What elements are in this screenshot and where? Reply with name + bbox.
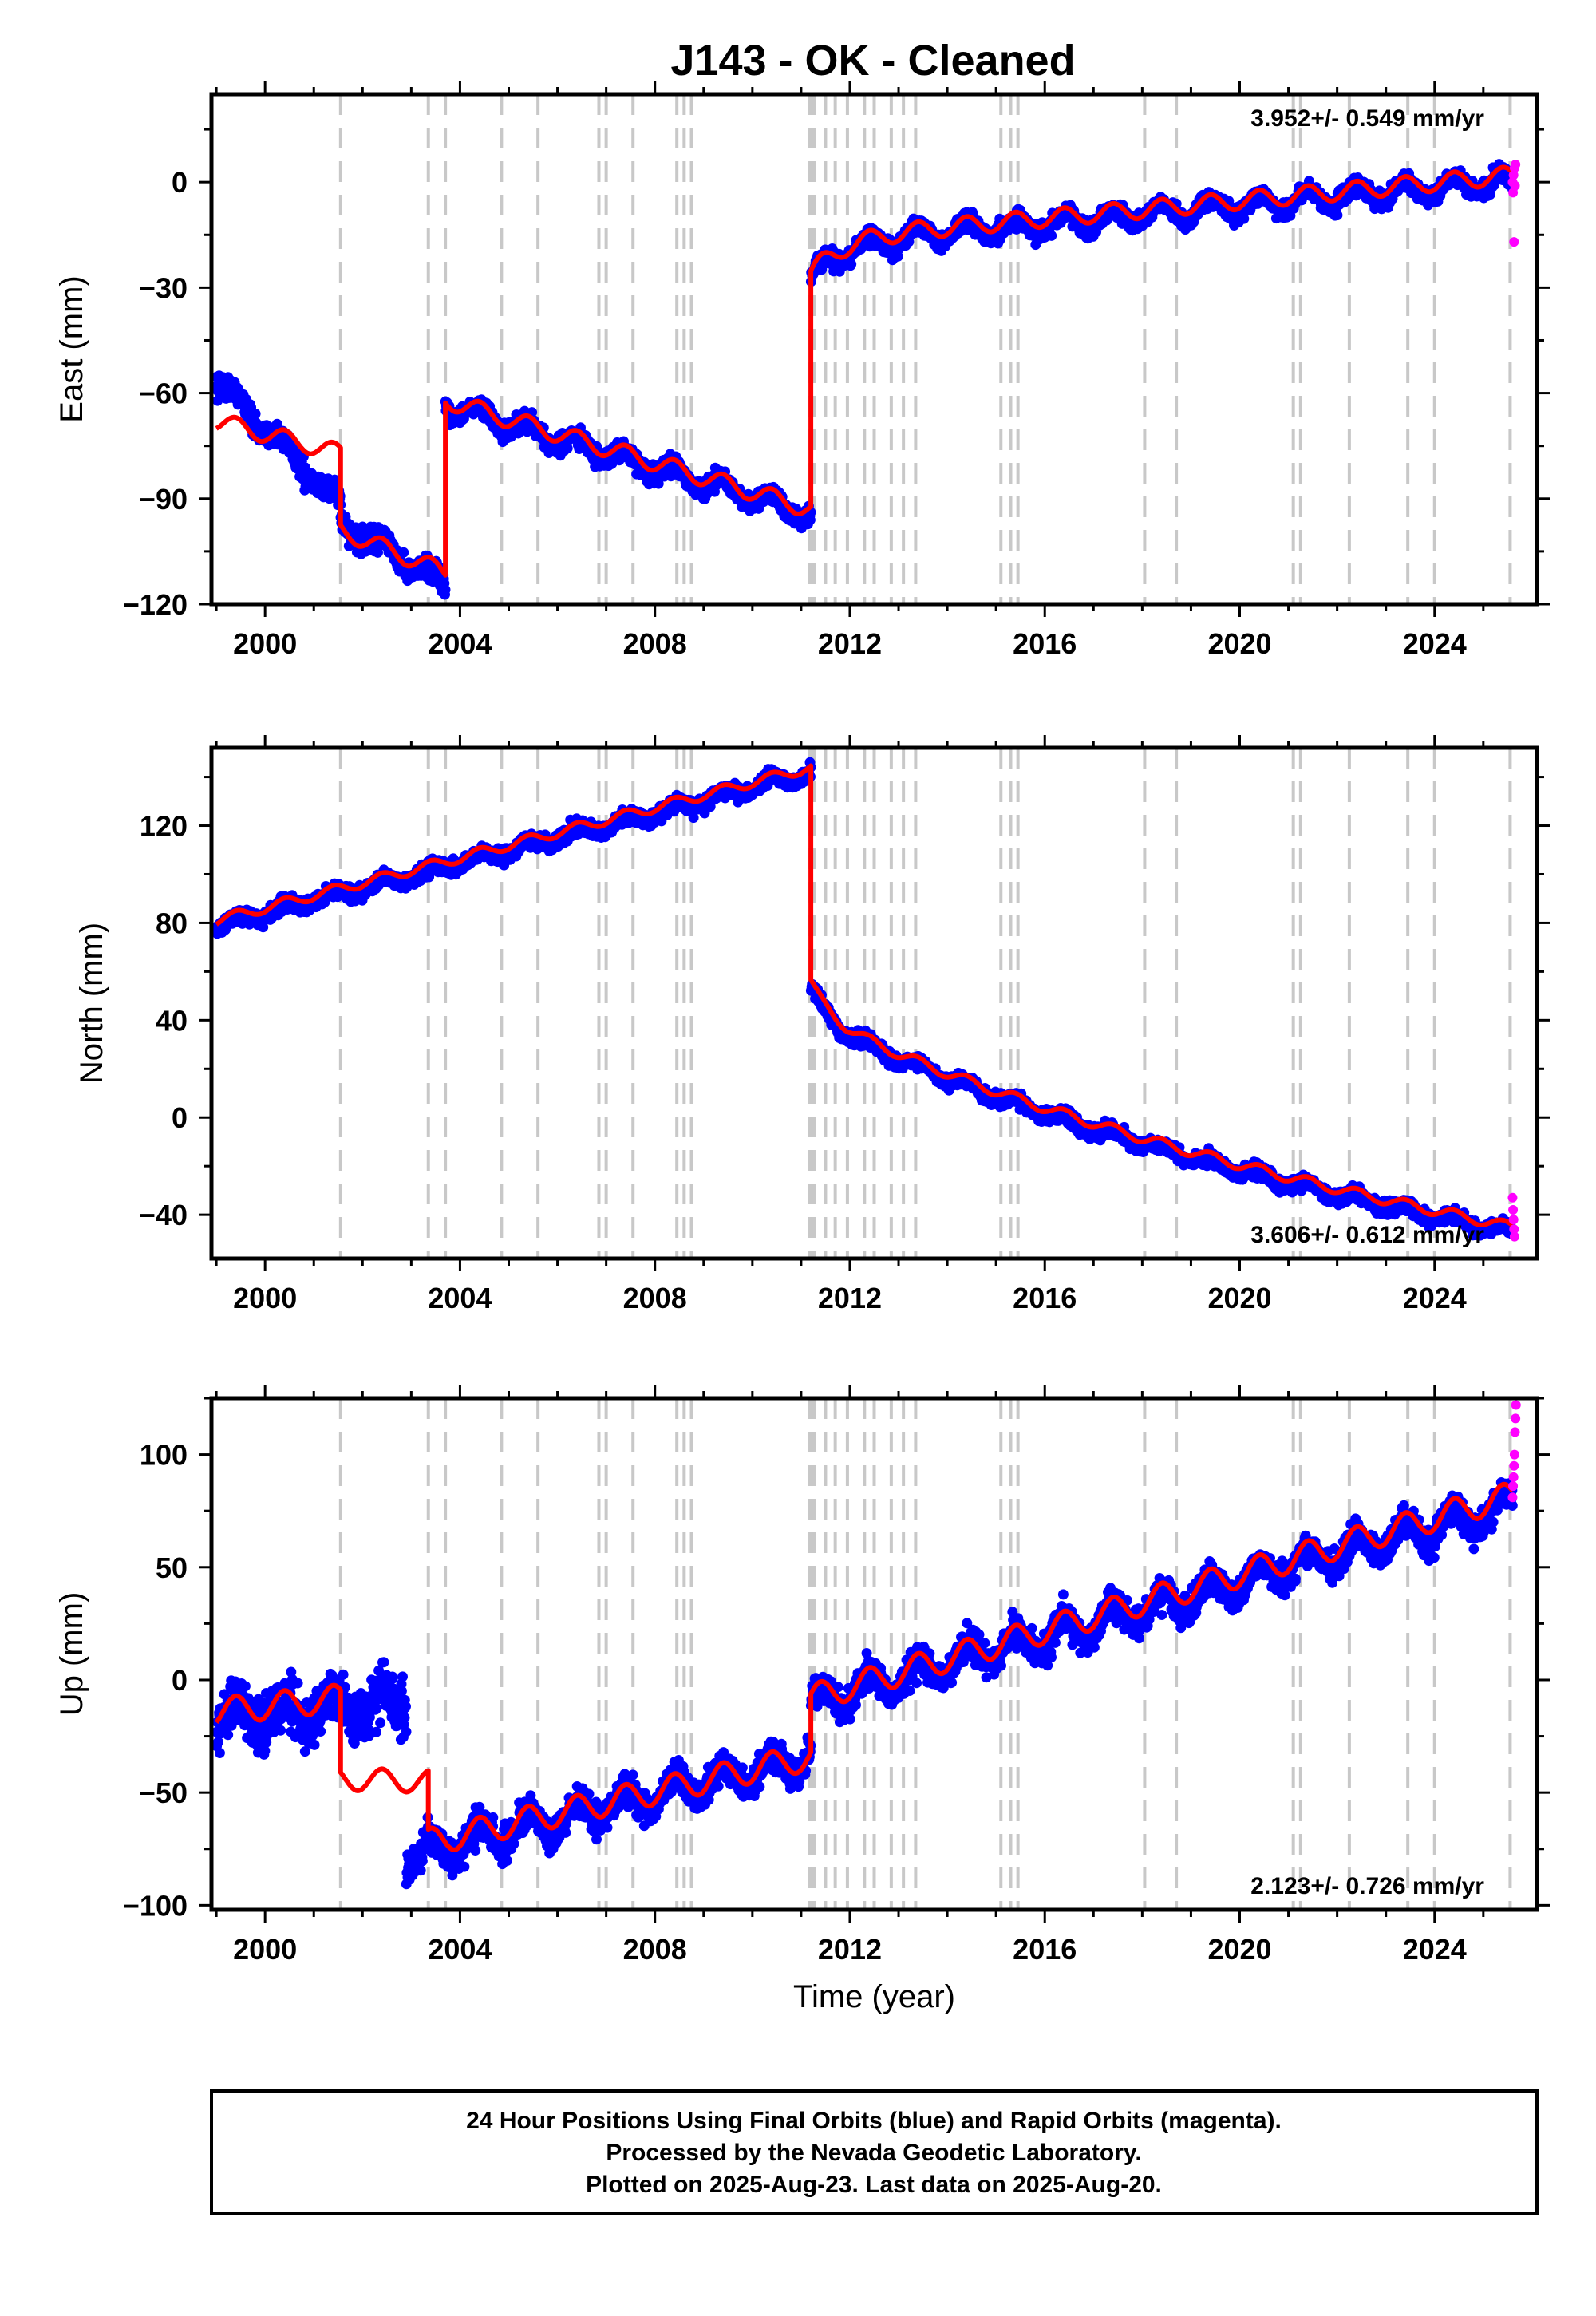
north-step-lines (338, 748, 1512, 1259)
east-x-tick-label: 2016 (1013, 627, 1077, 660)
east-y-axis-title: East (mm) (54, 275, 89, 422)
up-rapid-orbit-points (1507, 1400, 1521, 1503)
north-x-tick-label: 2008 (623, 1282, 687, 1314)
east-rapid-orbit-point (1511, 160, 1521, 170)
east-x-axis: 2000 2004 2008 2012 2016 2020 2024 (215, 81, 1485, 660)
north-y-tick-label: 0 (172, 1101, 188, 1134)
east-panel: 2000 2004 2008 2012 2016 2020 2024 −120 −90 −60 −3… (54, 81, 1550, 660)
north-x-axis: 2000 2004 2008 2012 2016 2020 2024 (215, 735, 1485, 1314)
east-y-tick-label: −120 (123, 588, 188, 621)
east-model-line (215, 164, 1515, 578)
up-rapid-orbit-point (1510, 1427, 1520, 1437)
east-y-axis: −120 −90 −60 −30 0 (123, 128, 1550, 621)
east-frame (209, 92, 1539, 607)
north-x-tick-label: 2016 (1013, 1282, 1077, 1314)
east-rapid-orbit-points (1507, 160, 1521, 247)
north-rapid-orbit-point (1507, 1192, 1518, 1203)
up-rapid-orbit-point (1507, 1492, 1518, 1503)
north-model-line (215, 763, 1515, 1227)
north-panel: 2000 2004 2008 2012 2016 2020 2024 −40 0 40 80 120 N… (74, 735, 1550, 1314)
east-rapid-orbit-point (1508, 170, 1519, 180)
north-plot-area (211, 748, 1519, 1259)
up-rapid-orbit-point (1509, 1460, 1519, 1471)
up-y-tick-label: 100 (140, 1439, 188, 1472)
north-rapid-orbit-point (1508, 1205, 1519, 1215)
up-frame (209, 1396, 1539, 1912)
up-plot-area (211, 1398, 1521, 1910)
up-y-axis-title: Up (mm) (54, 1592, 89, 1717)
up-panel: 2000 2004 2008 2012 2016 2020 2024 −100 −50 0 50 10… (54, 1385, 1550, 2014)
north-y-axis: −40 0 40 80 120 (139, 776, 1550, 1231)
north-y-axis-title: North (mm) (74, 923, 109, 1084)
north-y-tick-label: −40 (139, 1199, 188, 1231)
north-rapid-orbit-point (1509, 1224, 1519, 1235)
north-x-tick-label: 2000 (233, 1282, 297, 1314)
north-y-tick-label: 40 (156, 1004, 188, 1037)
up-x-tick-label: 2024 (1403, 1933, 1467, 1966)
up-final-orbit-points (211, 1477, 1518, 1890)
east-final-orbit-markers (211, 159, 1518, 600)
east-final-orbit-points (211, 159, 1518, 600)
up-x-axis: 2000 2004 2008 2012 2016 2020 2024 (215, 1385, 1485, 1966)
footer-line-orbits: 24 Hour Positions Using Final Orbits (bl… (466, 2108, 1282, 2134)
north-rapid-orbit-point (1508, 1215, 1519, 1225)
north-x-tick-label: 2004 (428, 1282, 492, 1314)
up-rapid-orbit-point (1511, 1400, 1521, 1410)
east-x-tick-label: 2004 (428, 627, 492, 660)
up-y-tick-label: 0 (172, 1664, 188, 1697)
east-y-tick-label: −90 (139, 483, 188, 516)
east-x-tick-label: 2012 (818, 627, 882, 660)
up-x-tick-label: 2016 (1013, 1933, 1077, 1966)
east-x-tick-label: 2024 (1403, 627, 1467, 660)
up-x-axis-title: Time (year) (793, 1979, 955, 2014)
up-final-orbit-markers (211, 1477, 1518, 1890)
north-rate-label: 3.606+/- 0.612 mm/yr (1250, 1222, 1484, 1248)
up-x-tick-label: 2000 (233, 1933, 297, 1966)
footer-line-processor: Processed by the Nevada Geodetic Laborat… (606, 2140, 1141, 2166)
east-y-tick-label: 0 (172, 166, 188, 199)
up-rate-label: 2.123+/- 0.726 mm/yr (1250, 1873, 1484, 1899)
up-model-line (214, 1481, 1515, 1852)
up-x-tick-label: 2020 (1207, 1933, 1271, 1966)
up-y-axis: −100 −50 0 50 100 (123, 1397, 1550, 1922)
east-step-lines (338, 94, 1512, 604)
up-step-lines (338, 1398, 1512, 1910)
up-y-tick-label: −100 (123, 1889, 188, 1922)
east-y-tick-label: −60 (139, 377, 188, 410)
north-x-tick-label: 2024 (1403, 1282, 1467, 1314)
footer-frame (210, 2089, 1539, 2215)
up-rapid-orbit-point (1508, 1472, 1519, 1482)
up-y-tick-label: −50 (139, 1777, 188, 1809)
up-x-tick-label: 2012 (818, 1933, 882, 1966)
up-rapid-orbit-point (1509, 1449, 1519, 1460)
north-rapid-orbit-points (1507, 1192, 1519, 1242)
up-rapid-orbit-point (1511, 1413, 1521, 1424)
north-y-tick-label: 80 (156, 907, 188, 939)
east-rate-label: 3.952+/- 0.549 mm/yr (1250, 105, 1484, 132)
east-x-tick-label: 2008 (623, 627, 687, 660)
north-rapid-orbit-point (1509, 1231, 1519, 1242)
north-x-tick-label: 2012 (818, 1282, 882, 1314)
footer-line-dates: Plotted on 2025-Aug-23. Last data on 202… (586, 2172, 1162, 2198)
north-y-tick-label: 120 (140, 810, 188, 843)
east-x-tick-label: 2000 (233, 627, 297, 660)
north-frame (209, 745, 1539, 1261)
east-plot-area (211, 94, 1521, 604)
east-rapid-orbit-point (1509, 237, 1519, 247)
up-y-tick-label: 50 (156, 1551, 188, 1584)
up-x-tick-label: 2004 (428, 1933, 492, 1966)
east-x-tick-label: 2020 (1207, 627, 1271, 660)
footer-box: 24 Hour Positions Using Final Orbits (bl… (210, 2089, 1539, 2215)
up-x-tick-label: 2008 (623, 1933, 687, 1966)
figure-title: J143 - OK - Cleaned (670, 37, 1075, 85)
north-x-tick-label: 2020 (1207, 1282, 1271, 1314)
east-rapid-orbit-point (1510, 180, 1520, 191)
up-rapid-orbit-point (1508, 1481, 1519, 1492)
east-y-tick-label: −30 (139, 271, 188, 304)
